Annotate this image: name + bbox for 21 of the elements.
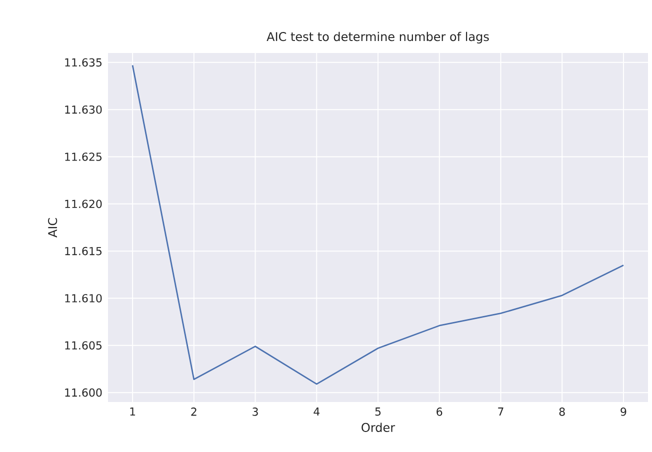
x-tick-label: 9 [620, 408, 626, 416]
chart-title: AIC test to determine number of lags [266, 32, 489, 44]
y-tick-label: 11.625 [65, 152, 102, 161]
x-tick-label: 8 [559, 408, 565, 416]
line-series [132, 64, 624, 385]
y-tick-label: 11.615 [65, 246, 102, 256]
y-tick-label: 11.620 [65, 200, 102, 208]
x-tick-label: 5 [375, 408, 381, 416]
y-tick-label: 11.605 [65, 341, 102, 350]
y-tick-label: 11.635 [65, 58, 102, 67]
y-tick-label: 11.600 [65, 388, 102, 397]
x-tick-label: 6 [436, 408, 442, 416]
x-tick-label: 2 [191, 408, 196, 416]
y-tick-label: 11.630 [65, 105, 102, 114]
y-axis-title: AIC [48, 218, 58, 238]
x-tick-label: 4 [314, 408, 320, 416]
x-tick-label: 1 [130, 408, 136, 416]
y-tick-label: 11.610 [65, 294, 102, 302]
x-tick-label: 3 [252, 408, 258, 416]
x-axis-title: Order [362, 422, 396, 432]
x-tick-label: 7 [498, 408, 504, 416]
